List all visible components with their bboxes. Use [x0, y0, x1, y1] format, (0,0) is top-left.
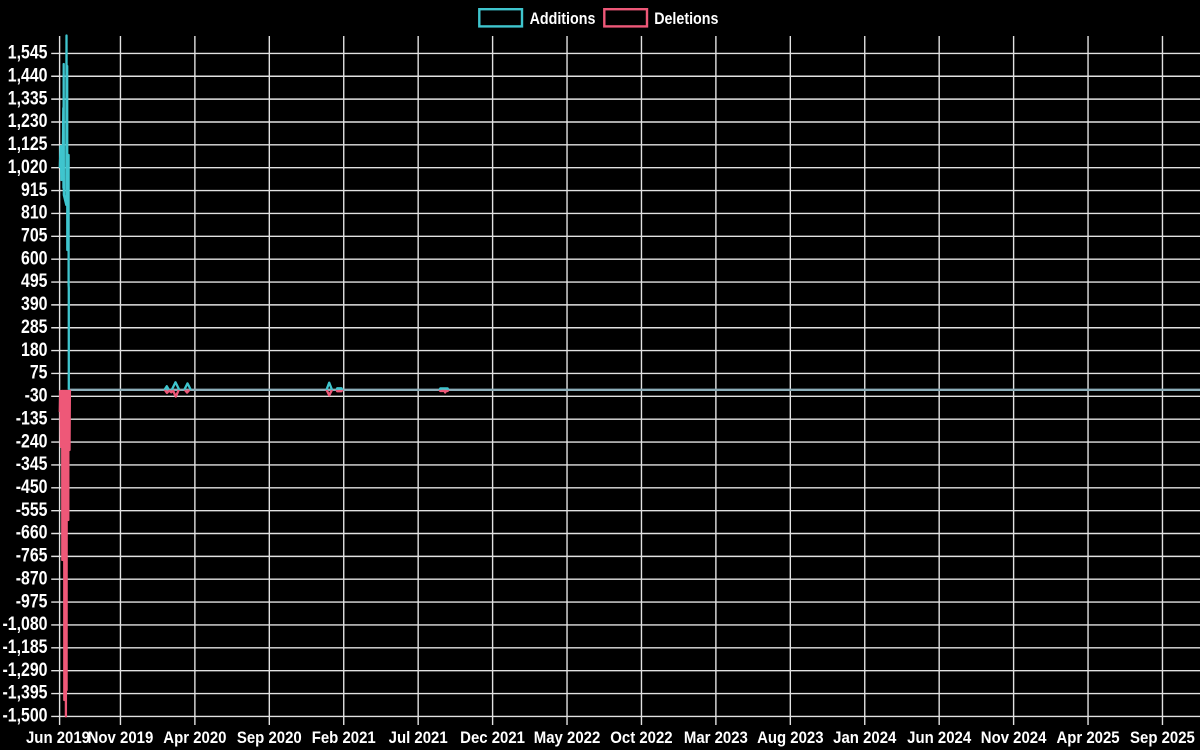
svg-text:-450: -450: [16, 476, 48, 498]
svg-text:705: 705: [21, 224, 48, 246]
svg-text:Additions: Additions: [530, 10, 596, 28]
svg-text:Apr 2020: Apr 2020: [163, 729, 226, 747]
svg-text:285: 285: [21, 316, 48, 338]
svg-text:Nov 2019: Nov 2019: [88, 729, 154, 747]
svg-text:1,335: 1,335: [8, 87, 48, 109]
svg-text:Dec 2021: Dec 2021: [460, 729, 525, 747]
svg-text:May 2022: May 2022: [534, 729, 601, 747]
svg-text:-1,290: -1,290: [3, 659, 48, 681]
svg-text:-660: -660: [16, 521, 48, 543]
svg-text:Feb 2021: Feb 2021: [312, 729, 376, 747]
svg-text:75: 75: [30, 361, 48, 383]
svg-text:1,545: 1,545: [8, 41, 48, 63]
svg-text:-870: -870: [16, 567, 48, 589]
svg-text:Aug 2023: Aug 2023: [757, 729, 824, 747]
svg-text:-240: -240: [16, 430, 48, 452]
svg-text:Jun 2024: Jun 2024: [907, 729, 971, 747]
svg-text:1,020: 1,020: [8, 156, 48, 178]
svg-text:Deletions: Deletions: [654, 10, 718, 28]
svg-text:-30: -30: [25, 384, 48, 406]
svg-text:600: 600: [21, 247, 48, 269]
svg-text:1,230: 1,230: [8, 110, 48, 132]
svg-text:Sep 2025: Sep 2025: [1130, 729, 1195, 747]
svg-text:1,440: 1,440: [8, 64, 48, 86]
svg-text:Mar 2023: Mar 2023: [684, 729, 748, 747]
svg-text:495: 495: [21, 270, 48, 292]
svg-text:Jun 2019: Jun 2019: [26, 729, 90, 747]
svg-text:810: 810: [21, 201, 48, 223]
svg-text:-135: -135: [16, 407, 48, 429]
svg-text:-765: -765: [16, 544, 48, 566]
svg-text:-555: -555: [16, 498, 48, 520]
svg-text:Oct 2022: Oct 2022: [610, 729, 672, 747]
svg-text:915: 915: [21, 178, 48, 200]
svg-text:Jan 2024: Jan 2024: [833, 729, 896, 747]
svg-text:-1,395: -1,395: [3, 681, 48, 703]
svg-text:-1,185: -1,185: [3, 636, 48, 658]
svg-text:180: 180: [21, 338, 48, 360]
svg-text:390: 390: [21, 293, 48, 315]
svg-text:-1,080: -1,080: [3, 613, 48, 635]
svg-text:-975: -975: [16, 590, 48, 612]
svg-text:Nov 2024: Nov 2024: [981, 729, 1047, 747]
svg-text:Sep 2020: Sep 2020: [237, 729, 302, 747]
svg-text:Jul 2021: Jul 2021: [389, 729, 448, 747]
svg-text:-345: -345: [16, 453, 48, 475]
svg-text:-1,500: -1,500: [3, 704, 48, 726]
svg-text:Apr 2025: Apr 2025: [1056, 729, 1119, 747]
svg-text:1,125: 1,125: [8, 133, 48, 155]
